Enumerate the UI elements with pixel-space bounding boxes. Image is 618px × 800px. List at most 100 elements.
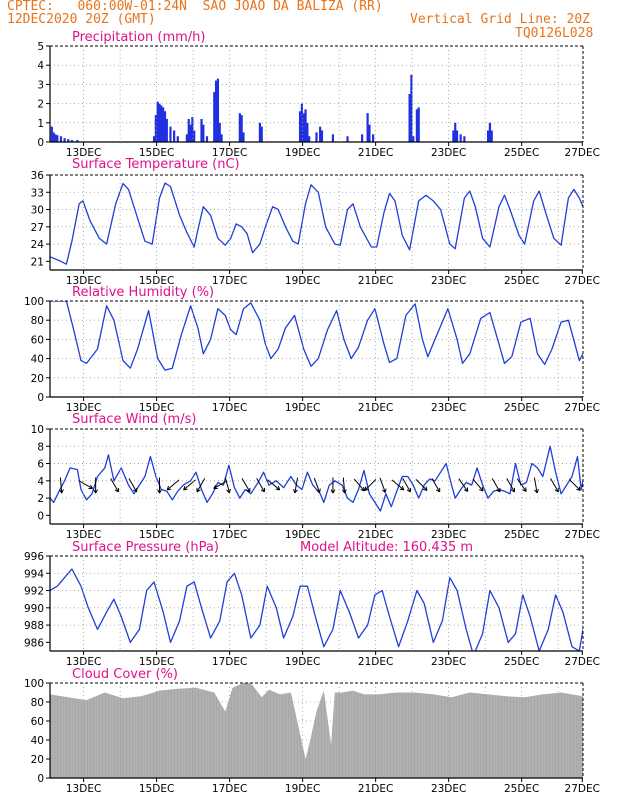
precip-bar bbox=[205, 136, 209, 142]
x-tick-label: 25DEC bbox=[504, 147, 539, 159]
precip-bar bbox=[162, 107, 165, 142]
precip-bar bbox=[176, 136, 179, 142]
precip-bar bbox=[220, 134, 223, 142]
forecast-code: TQ0126L028 bbox=[515, 26, 594, 41]
precip-bar bbox=[54, 134, 57, 142]
precip-bar bbox=[158, 103, 161, 142]
y-tick-label: 10 bbox=[31, 424, 44, 436]
precip-bar bbox=[56, 135, 59, 142]
x-tick-label: 25DEC bbox=[504, 783, 539, 795]
wind-arrow bbox=[431, 478, 441, 493]
x-tick-label: 15DEC bbox=[139, 147, 174, 159]
precip-bar bbox=[213, 92, 216, 142]
precip-bar bbox=[308, 136, 311, 142]
wind-arrow bbox=[353, 478, 365, 492]
x-tick-label: 15DEC bbox=[139, 529, 174, 541]
temperature-panel: 21 24 27 30 33 36 13DEC 15DEC 17DEC 19DEC 21DEC 23D… bbox=[31, 157, 600, 287]
x-tick-label: 13DEC bbox=[66, 275, 101, 287]
y-tick-label: 100 bbox=[24, 678, 44, 690]
precip-bar bbox=[486, 130, 490, 142]
x-tick-label: 19DEC bbox=[285, 783, 320, 795]
precip-bar bbox=[371, 134, 375, 142]
temperature-title: Surface Temperature (nC) bbox=[72, 157, 240, 172]
precip-bar bbox=[218, 122, 221, 142]
precip-bar bbox=[488, 122, 492, 142]
y-tick-label: 21 bbox=[31, 256, 44, 268]
precip-bar bbox=[189, 124, 192, 142]
wind-arrow bbox=[472, 478, 484, 492]
precip-bar bbox=[173, 130, 176, 142]
x-tick-label: 23DEC bbox=[431, 783, 466, 795]
precip-bar bbox=[160, 105, 163, 142]
precip-bar bbox=[346, 136, 349, 142]
precip-bar bbox=[410, 74, 413, 142]
wind-arrow bbox=[157, 477, 162, 494]
y-tick-label: 80 bbox=[31, 315, 44, 327]
wind-arrow bbox=[183, 479, 196, 491]
precip-bar bbox=[76, 140, 79, 142]
wind-arrow bbox=[256, 478, 265, 493]
x-tick-label: 23DEC bbox=[431, 147, 466, 159]
wind-arrow bbox=[213, 480, 228, 490]
precip-bar bbox=[63, 138, 66, 142]
y-tick-label: 60 bbox=[31, 334, 44, 346]
x-tick-label: 21DEC bbox=[358, 529, 393, 541]
wind-arrow bbox=[364, 479, 377, 491]
precip-bar bbox=[455, 130, 459, 142]
y-tick-label: 1 bbox=[37, 118, 44, 130]
x-tick-label: 23DEC bbox=[431, 529, 466, 541]
station-header: CPTEC: 060:00W-01:24N SAO JOAO DA BALIZA… bbox=[7, 0, 383, 14]
precip-bar bbox=[490, 130, 493, 142]
x-tick-label: 13DEC bbox=[66, 783, 101, 795]
precip-bar bbox=[408, 94, 411, 142]
precip-bar bbox=[320, 130, 324, 142]
y-tick-label: 990 bbox=[24, 603, 44, 615]
precip-bar bbox=[238, 113, 241, 142]
precip-bar bbox=[242, 132, 245, 142]
x-tick-label: 15DEC bbox=[139, 656, 174, 668]
wind-panel: 0 2 4 6 8 10 13DEC 15DEC 17DEC 19DEC 21DEC 23DEC 25D… bbox=[31, 412, 600, 541]
temperature-line bbox=[50, 182, 583, 265]
precip-bar bbox=[215, 80, 218, 142]
wind-arrow bbox=[224, 477, 231, 494]
precip-bar bbox=[154, 115, 157, 142]
x-tick-label: 17DEC bbox=[212, 275, 247, 287]
x-tick-label: 27DEC bbox=[565, 275, 600, 287]
precip-bar bbox=[306, 122, 309, 142]
y-tick-label: 40 bbox=[31, 735, 44, 747]
x-tick-label: 27DEC bbox=[565, 656, 600, 668]
precipitation-title: Precipitation (mm/h) bbox=[72, 30, 205, 45]
y-tick-label: 4 bbox=[37, 476, 44, 488]
precip-bar bbox=[50, 126, 53, 142]
wind-arrow bbox=[491, 478, 501, 493]
y-tick-label: 0 bbox=[37, 392, 44, 404]
y-tick-label: 2 bbox=[37, 493, 44, 505]
wind-arrow bbox=[330, 477, 336, 494]
precip-bar bbox=[156, 101, 159, 142]
y-tick-label: 100 bbox=[24, 296, 44, 308]
precip-bar bbox=[417, 107, 420, 142]
x-tick-label: 21DEC bbox=[358, 147, 393, 159]
y-tick-label: 33 bbox=[31, 187, 44, 199]
x-tick-label: 17DEC bbox=[212, 656, 247, 668]
cloud-panel: 0 20 40 60 80 100 13DEC 15DEC 17DEC 19DEC 21DEC 23D… bbox=[24, 667, 600, 795]
precip-bar bbox=[361, 134, 364, 142]
x-tick-label: 15DEC bbox=[139, 275, 174, 287]
x-tick-label: 13DEC bbox=[66, 147, 101, 159]
y-tick-label: 996 bbox=[24, 551, 44, 563]
pressure-panel: 986 988 990 992 994 996 13DEC 15DEC 17DEC 19DEC 21… bbox=[24, 540, 600, 668]
y-tick-label: 36 bbox=[31, 170, 45, 182]
wind-arrow bbox=[110, 478, 119, 493]
x-tick-label: 21DEC bbox=[358, 656, 393, 668]
x-tick-label: 21DEC bbox=[358, 402, 393, 414]
precip-bar bbox=[216, 78, 220, 142]
pressure-title: Surface Pressure (hPa) bbox=[72, 540, 219, 555]
wind-arrow bbox=[568, 479, 581, 491]
precip-bar bbox=[59, 136, 63, 142]
x-tick-label: 23DEC bbox=[431, 275, 466, 287]
precip-bar bbox=[187, 118, 190, 142]
y-tick-label: 994 bbox=[24, 568, 44, 580]
wind-arrow bbox=[415, 479, 428, 491]
wind-arrow bbox=[166, 479, 180, 491]
y-tick-label: 20 bbox=[31, 373, 44, 385]
